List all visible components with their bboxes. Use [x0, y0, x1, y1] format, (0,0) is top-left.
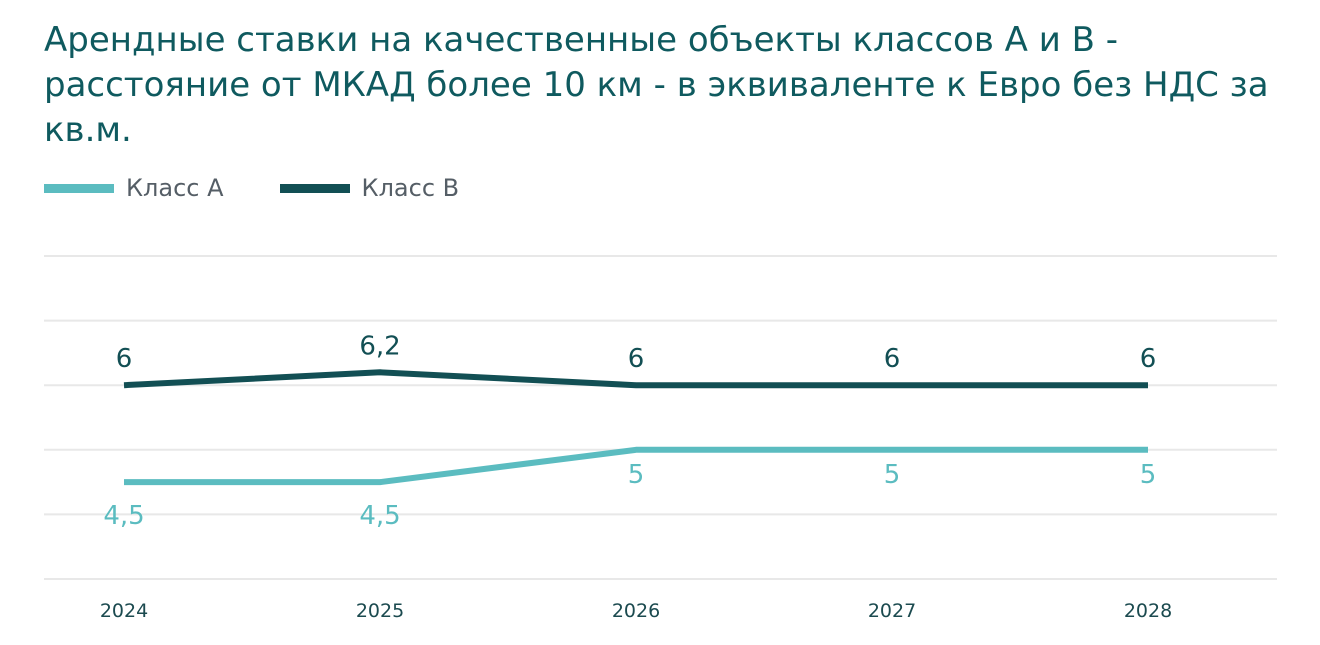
data-label-class-b: 6 — [628, 344, 645, 374]
legend-item-class-b: Класс В — [279, 174, 460, 202]
data-label-class-a: 5 — [628, 460, 645, 490]
legend: Класс А Класс В — [44, 174, 515, 202]
x-tick-label: 2025 — [356, 600, 404, 622]
legend-swatch-class-a — [44, 183, 114, 193]
data-label-class-b: 6 — [1140, 344, 1157, 374]
x-tick-label: 2026 — [612, 600, 660, 622]
series-line-class-b — [123, 369, 1148, 389]
legend-swatch-class-b — [279, 183, 350, 193]
data-label-class-b: 6,2 — [359, 331, 400, 361]
series-line-class-a — [124, 446, 1148, 486]
x-tick-label: 2028 — [1124, 600, 1172, 622]
data-label-class-a: 5 — [1140, 460, 1157, 490]
legend-label-class-b: Класс В — [361, 174, 460, 202]
legend-item-class-a: Класс А — [44, 174, 224, 202]
data-label-class-b: 6 — [116, 344, 133, 374]
chart-title: Арендные ставки на качественные объекты … — [44, 20, 1269, 150]
data-label-class-b: 6 — [884, 344, 901, 374]
data-label-class-a: 4,5 — [359, 501, 400, 531]
x-tick-label: 2027 — [868, 600, 916, 622]
legend-label-class-a: Класс А — [126, 174, 224, 202]
x-tick-label: 2024 — [100, 600, 148, 622]
data-label-class-a: 5 — [884, 460, 901, 490]
data-label-class-a: 4,5 — [103, 501, 144, 531]
